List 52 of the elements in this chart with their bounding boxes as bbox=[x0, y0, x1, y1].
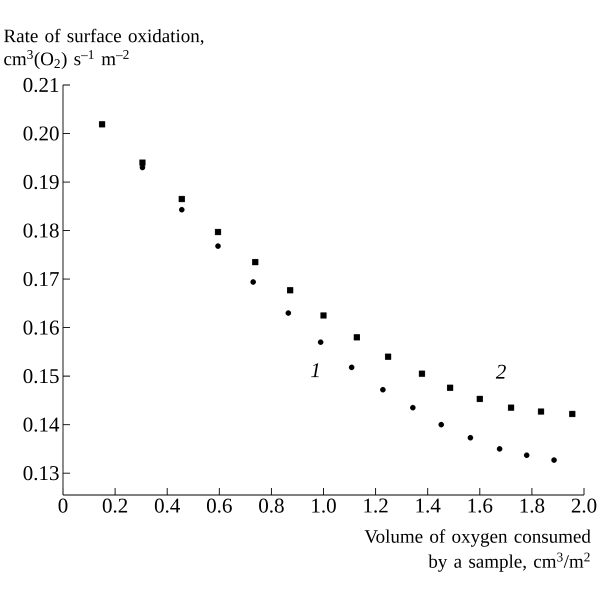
y-tick-label: 0.19 bbox=[24, 174, 59, 190]
x-tick-label: 0.2 bbox=[102, 498, 128, 513]
point bbox=[551, 457, 557, 463]
point bbox=[438, 422, 444, 428]
y-tick-label: 0.13 bbox=[24, 466, 59, 480]
point bbox=[348, 364, 354, 370]
x-tick-label: 1.0 bbox=[312, 498, 336, 513]
point bbox=[320, 312, 327, 319]
point bbox=[250, 279, 256, 285]
point bbox=[418, 370, 426, 377]
x-axis-title: Volume of oxygen consumed by a sample, cm$^{3}$/m$^{2}$ bbox=[364, 529, 591, 572]
point bbox=[214, 228, 222, 236]
text: Rate of surface oxidation, cm$^{3}$(O$_{2}$) s$^{–1}$ m$^{–2}$ bbox=[4, 28, 204, 70]
point bbox=[252, 259, 258, 266]
point bbox=[318, 339, 324, 345]
y-tick-label: 0.16 bbox=[24, 320, 59, 335]
point bbox=[139, 160, 146, 166]
point bbox=[354, 334, 360, 340]
point bbox=[98, 121, 106, 128]
point bbox=[447, 384, 454, 391]
point bbox=[286, 310, 292, 316]
point bbox=[524, 452, 530, 458]
point bbox=[178, 196, 185, 202]
x-tick-label: 2.0 bbox=[572, 498, 596, 513]
y-tick-label: 0.18 bbox=[24, 223, 59, 238]
x-tick-label: 0.8 bbox=[259, 498, 284, 513]
x-tick-label: 1.2 bbox=[364, 498, 388, 513]
x-tick-label: 1.4 bbox=[416, 498, 441, 513]
point bbox=[496, 446, 502, 452]
x-tick-label: 0.6 bbox=[206, 498, 232, 513]
x-tick-label: 1.6 bbox=[468, 498, 492, 513]
series-label: 2 bbox=[496, 364, 506, 379]
y-tick-label: 0.15 bbox=[24, 369, 59, 384]
y-tick-label: 0.20 bbox=[24, 126, 59, 141]
point bbox=[538, 408, 544, 415]
point bbox=[178, 206, 185, 212]
y-tick-label: 0.14 bbox=[24, 418, 60, 432]
y-tick-label: 0.21 bbox=[24, 78, 58, 92]
x-tick-label: 0 bbox=[58, 498, 68, 513]
point bbox=[287, 287, 294, 294]
point bbox=[476, 396, 483, 402]
x-tick-label: 0.4 bbox=[154, 498, 180, 513]
series-label: 1 bbox=[311, 363, 319, 378]
point bbox=[468, 434, 474, 441]
point bbox=[215, 243, 221, 249]
point bbox=[385, 354, 392, 360]
point bbox=[508, 404, 514, 411]
point bbox=[410, 404, 416, 410]
point bbox=[569, 410, 576, 418]
point bbox=[380, 386, 386, 393]
x-tick-label: 1.8 bbox=[520, 498, 544, 513]
y-tick-label: 0.17 bbox=[24, 272, 59, 286]
